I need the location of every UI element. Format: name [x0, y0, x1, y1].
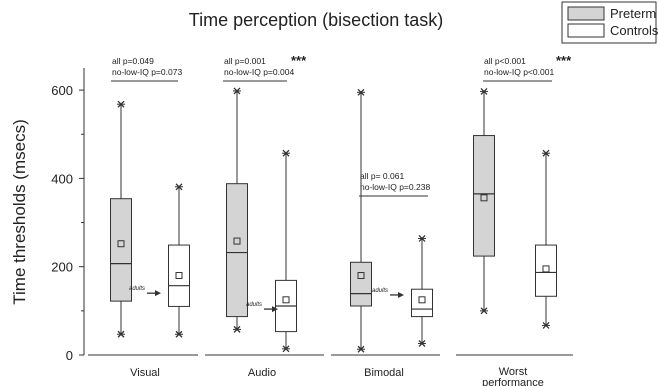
outlier-mark [117, 330, 125, 338]
mean-marker [175, 272, 183, 280]
mean-marker [357, 272, 365, 280]
box-controls [535, 244, 557, 297]
outlier-mark [480, 87, 488, 95]
mean-marker [480, 194, 488, 202]
y-tick-label: 0 [66, 348, 73, 363]
outlier-mark [357, 88, 365, 96]
category-label: Audio [248, 367, 276, 379]
outlier-mark [175, 330, 183, 338]
outlier-mark [175, 183, 183, 191]
outlier-mark [357, 345, 365, 353]
legend: Preterm Controls [561, 1, 659, 44]
y-tick-label: 400 [51, 171, 73, 186]
outlier-mark [282, 345, 290, 353]
mean-marker [542, 265, 550, 273]
legend-label-controls: Controls [610, 23, 659, 38]
stat-all-label: all p= 0.061 [360, 171, 404, 181]
box-preterm [226, 183, 248, 318]
stat-no-low-iq-label: no-low-IQ p<0.001 [484, 67, 554, 77]
legend-label-preterm: Preterm [610, 6, 656, 21]
y-tick-label: 200 [51, 260, 73, 275]
y-tick-label: 600 [51, 83, 73, 98]
adults-label: adults [129, 286, 145, 292]
chart-title: Time perception (bisection task) [189, 10, 443, 30]
outlier-mark [418, 340, 426, 347]
category-label: Bimodal [364, 367, 404, 379]
adults-arrow-head [155, 290, 161, 297]
stat-no-low-iq-label: no-low-IQ p=0.238 [360, 182, 430, 192]
stat-all-label: all p=0.001 [224, 56, 266, 66]
outlier-mark [542, 321, 550, 329]
box-preterm [473, 135, 495, 257]
mean-marker [233, 237, 241, 245]
outlier-mark [542, 149, 550, 157]
adults-arrow-head [398, 291, 404, 298]
significance-stars: *** [291, 53, 307, 68]
mean-marker [282, 296, 290, 304]
significance-stars: *** [556, 53, 572, 68]
outlier-mark [117, 100, 125, 108]
outlier-mark [480, 307, 488, 315]
mean-marker [418, 296, 426, 304]
adults-label: adults [246, 302, 262, 308]
category-label: Visual [130, 367, 160, 379]
stat-no-low-iq-label: no-low-IQ p=0.073 [112, 67, 182, 77]
box-preterm [110, 198, 132, 302]
outlier-mark [233, 325, 241, 333]
category-label: performance [482, 377, 544, 386]
outlier-mark [418, 234, 426, 242]
adults-label: adults [372, 288, 388, 294]
category-label: Worst [499, 366, 528, 378]
box-preterm [350, 261, 372, 307]
y-axis-label: Time thresholds (msecs) [10, 119, 29, 304]
mean-marker [117, 240, 125, 248]
outlier-mark [282, 149, 290, 157]
stat-all-label: all p<0.001 [484, 56, 526, 66]
legend-swatch-preterm [567, 6, 605, 21]
legend-swatch-controls [567, 23, 605, 38]
stat-all-label: all p=0.049 [112, 56, 154, 66]
adults-arrow-head [272, 306, 278, 313]
box-controls [168, 244, 190, 307]
stat-no-low-iq-label: no-low-IQ p=0.004 [224, 67, 294, 77]
outlier-mark [233, 87, 241, 95]
